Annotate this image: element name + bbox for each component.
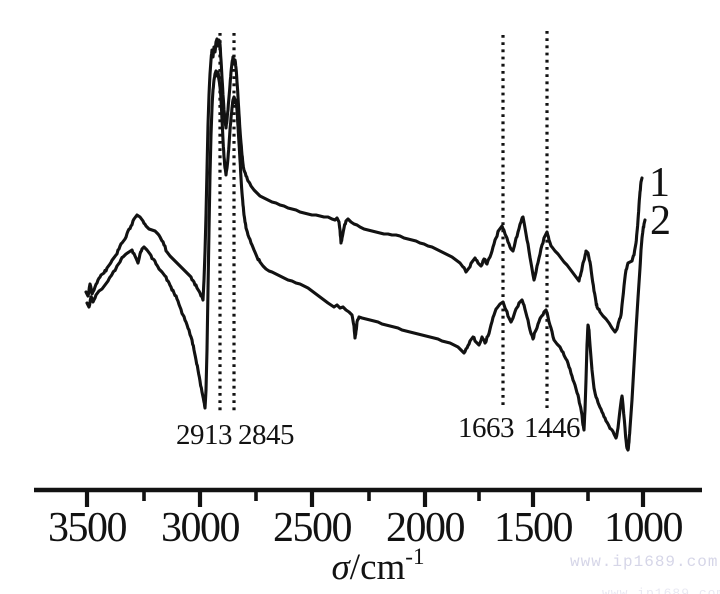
x-axis-tick-label-1000: 1000 [604, 505, 683, 551]
watermark-text-faint: www.ip1689.com [602, 586, 720, 594]
curve-label-1: 1 [649, 160, 670, 206]
peak-label-1446: 1446 [524, 412, 580, 444]
x-axis-tick-label-1500: 1500 [494, 505, 573, 551]
chart-text-labels: 3500 3000 2500 2000 1500 1000 σ/cm-1 2913 2845 16… [48, 160, 684, 588]
x-axis-tick-label-3500: 3500 [48, 505, 127, 551]
curve-label-2: 2 [650, 198, 671, 244]
spectra-curves [84, 37, 647, 452]
x-axis-tick-label-3000: 3000 [161, 505, 240, 551]
spectrum-curve-2 [85, 69, 647, 452]
peak-label-1663: 1663 [458, 412, 514, 444]
peak-label-2913: 2913 [176, 419, 232, 451]
watermark-text: www.ip1689.com [570, 553, 719, 571]
spectrum-curve-1 [84, 37, 644, 334]
annotation-dotted-lines [218, 31, 549, 414]
peak-label-2845: 2845 [238, 419, 294, 451]
x-axis-title: σ/cm-1 [332, 544, 425, 588]
x-axis-tick-label-2000: 2000 [386, 505, 465, 551]
x-axis-tick-label-2500: 2500 [273, 505, 352, 551]
x-axis [34, 487, 702, 507]
